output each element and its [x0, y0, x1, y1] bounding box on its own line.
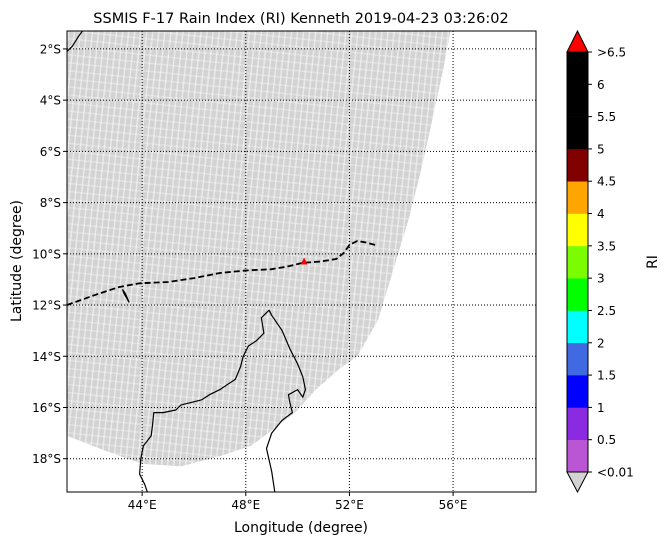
chart-title: SSMIS F-17 Rain Index (RI) Kenneth 2019-…	[93, 11, 508, 27]
storm-center-marker	[300, 257, 308, 265]
colorbar-segment	[567, 116, 588, 150]
colorbar-label: RI	[645, 255, 661, 269]
x-axis-label: Longitude (degree)	[234, 520, 368, 536]
storm-track	[67, 240, 376, 306]
y-tick-label: 12°S	[32, 299, 61, 313]
colorbar-segment	[567, 375, 588, 408]
colorbar-tick-label: 4	[597, 207, 605, 221]
y-tick-label: 8°S	[40, 196, 61, 210]
colorbar-tick-label: 2.5	[597, 304, 616, 318]
colorbar-segment	[567, 439, 588, 473]
y-axis-ticks: 2°S 4°S 6°S 8°S 10°S 12°S 14°S 16°S 18°S	[32, 42, 67, 466]
colorbar-tick-label: 6	[597, 78, 605, 92]
y-tick-label: 2°S	[40, 42, 61, 56]
colorbar-tick-label: 2	[597, 336, 605, 350]
plot-frame	[66, 30, 537, 493]
coastline	[67, 31, 83, 52]
colorbar-tick-label: 3	[597, 272, 605, 286]
colorbar-over-triangle	[566, 29, 589, 53]
coastline	[139, 309, 306, 492]
colorbar-segment	[567, 310, 588, 344]
colorbar-segment	[567, 213, 588, 247]
y-tick-label: 16°S	[32, 401, 61, 415]
colorbar-tick-label: 1.5	[597, 369, 616, 383]
colorbar-tick-label: <0.01	[597, 466, 634, 480]
colorbar-segment	[567, 181, 588, 214]
x-tick-label: 56°E	[439, 498, 468, 512]
y-tick-label: 6°S	[40, 145, 61, 159]
colorbar-segment	[567, 342, 588, 376]
colorbar-tick-label: >6.5	[597, 46, 626, 60]
colorbar-segment	[567, 245, 588, 279]
colorbar-tick-label: 5	[597, 142, 605, 156]
x-axis-ticks: 44°E 48°E 52°E 56°E	[128, 492, 468, 512]
colorbar-tick-label: 3.5	[597, 239, 616, 253]
colorbar-tick-label: 5.5	[597, 110, 616, 124]
colorbar-segment	[567, 52, 588, 85]
gridlines	[67, 31, 536, 492]
x-tick-label: 44°E	[128, 498, 157, 512]
y-tick-label: 10°S	[32, 247, 61, 261]
plot-area	[66, 30, 537, 493]
y-tick-label: 18°S	[32, 452, 61, 466]
colorbar-tick-label: 0.5	[597, 433, 616, 447]
colorbar-segment	[567, 148, 588, 182]
colorbar-segment	[567, 84, 588, 117]
coastline	[122, 289, 130, 303]
colorbar-tick-label: 1	[597, 401, 605, 415]
colorbar: <0.01 0.5 1 1.5 2 2.5 3 3.5 4 4.5 5 5.5 6 >6.5	[566, 29, 634, 494]
x-tick-label: 48°E	[231, 498, 260, 512]
y-tick-label: 4°S	[40, 94, 61, 108]
colorbar-segment	[567, 407, 588, 440]
x-tick-label: 52°E	[335, 498, 364, 512]
y-tick-label: 14°S	[32, 350, 61, 364]
colorbar-frame	[566, 51, 589, 473]
coastlines	[67, 31, 306, 492]
colorbar-under-triangle	[566, 471, 589, 494]
colorbar-tick-label: 4.5	[597, 175, 616, 189]
y-axis-label: Latitude (degree)	[9, 200, 25, 322]
colorbar-segment	[567, 278, 588, 311]
satellite-swath	[67, 31, 451, 467]
